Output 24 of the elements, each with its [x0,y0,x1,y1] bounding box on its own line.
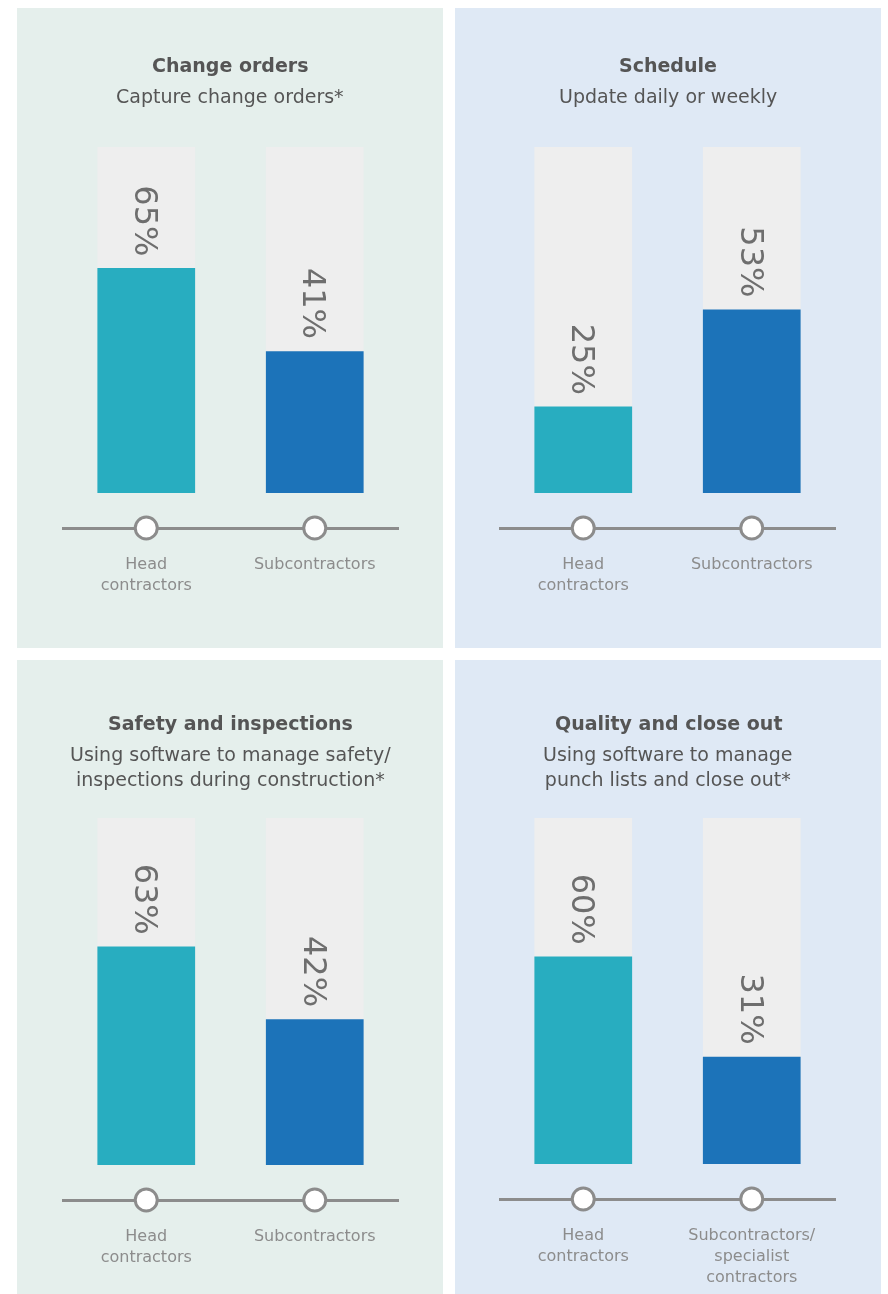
data-label: 65% [126,185,165,257]
chart-subtitle: Update daily or weekly [559,85,778,107]
x-tick-label: Subcontractors [253,1226,376,1246]
x-tick-label: Head contractors [100,1226,192,1266]
data-label: 41% [295,267,334,340]
data-label: 25% [564,323,603,395]
x-tick-label: Head contractors [537,1225,629,1265]
x-tick-label: Head contractors [537,554,629,594]
chart-subtitle: Capture change orders* [116,85,344,107]
data-label: 53% [732,226,771,298]
chart-title: Quality and close out [555,712,783,734]
x-tick-label: Subcontractors [253,554,376,574]
chart-title: Change orders [152,54,309,76]
data-label: 42% [295,936,334,1008]
data-label: 31% [732,973,771,1045]
x-tick-label: Head contractors [100,554,192,594]
data-label: 63% [127,863,166,935]
chart-title: Schedule [619,54,717,76]
chart-subtitle: Using software to manage punch lists and close out* [543,743,793,790]
chart-title: Safety and inspections [108,712,353,734]
x-tick-label: Subcontractors/ specialist contractors [688,1225,816,1286]
chart-subtitle: Using software to manage safety/ inspections during construction* [70,743,392,790]
x-tick-label: Subcontractors [690,554,813,574]
data-label: 60% [564,873,603,945]
